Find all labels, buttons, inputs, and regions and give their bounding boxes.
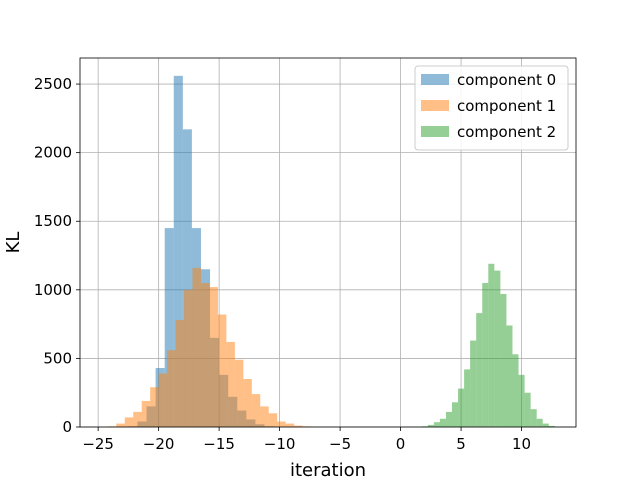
legend-label: component 0 <box>457 71 556 89</box>
histogram-bar <box>536 418 543 427</box>
histogram-bar <box>464 369 471 427</box>
histogram-bar <box>494 270 501 427</box>
histogram-bar <box>234 359 244 427</box>
histogram-bar <box>124 417 134 427</box>
legend-swatch <box>421 126 449 137</box>
histogram-bar <box>518 374 525 427</box>
legend-swatch <box>421 74 449 85</box>
x-axis-title: iteration <box>290 460 366 480</box>
y-tick-label: 500 <box>43 349 72 367</box>
histogram-bar <box>542 423 549 427</box>
histogram-bar <box>209 287 218 427</box>
histogram-bar <box>251 394 261 427</box>
y-tick-label: 2500 <box>34 75 72 93</box>
legend-box <box>414 65 569 151</box>
histogram-bar <box>439 418 446 427</box>
histogram-bar <box>141 400 151 427</box>
x-tick-label: −10 <box>264 435 296 453</box>
histogram-bar <box>167 350 176 427</box>
histogram-bar <box>512 354 519 427</box>
histogram-bar <box>150 387 159 427</box>
histogram-bar <box>158 373 168 427</box>
series-2-bars <box>421 263 555 427</box>
x-tick-label: −20 <box>143 435 175 453</box>
histogram-bar <box>184 289 193 427</box>
histogram-bar <box>452 402 459 427</box>
histogram-bar <box>433 422 440 427</box>
histogram-bar <box>226 341 235 427</box>
histogram-bar <box>476 313 483 427</box>
histogram-bar <box>506 325 513 427</box>
axis-ticks: −25 −20 −15 −10 −5 0 5 10 0 500 1000 1500 2000 2500 <box>34 75 531 453</box>
legend: component 0 component 1 component 2 <box>414 65 569 151</box>
histogram-bar <box>182 129 192 427</box>
histogram-bar <box>175 320 185 427</box>
x-tick-label: 10 <box>512 435 531 453</box>
histogram-bar <box>116 423 125 427</box>
x-tick-label: −25 <box>82 435 114 453</box>
series-1-bars <box>107 267 312 427</box>
y-tick-label: 1500 <box>34 212 72 230</box>
histogram-bar <box>200 282 210 427</box>
histogram-bar <box>217 314 227 427</box>
histogram-bar <box>243 378 252 427</box>
histogram-bar <box>524 392 531 427</box>
x-tick-label: 0 <box>396 435 406 453</box>
x-tick-label: 5 <box>456 435 466 453</box>
histogram-bar <box>470 340 477 427</box>
histogram-bar <box>294 425 303 427</box>
histogram-bar <box>427 424 434 427</box>
histogram-bar <box>285 423 295 427</box>
histogram-bars <box>107 75 555 428</box>
histogram-bar <box>445 411 452 427</box>
histogram-bar <box>260 406 269 427</box>
x-tick-label: −5 <box>329 435 351 453</box>
histogram-bar <box>133 411 142 427</box>
y-tick-label: 2000 <box>34 144 72 162</box>
legend-swatch <box>421 100 449 111</box>
histogram-bar <box>500 293 507 427</box>
legend-label: component 1 <box>457 97 556 115</box>
histogram-bar <box>173 75 183 428</box>
histogram-bar <box>458 388 465 427</box>
plot-frame <box>79 57 577 428</box>
x-tick-label: −15 <box>203 435 235 453</box>
histogram-bar <box>530 409 537 427</box>
histogram-bar <box>488 263 495 427</box>
y-tick-label: 1000 <box>34 281 72 299</box>
histogram-bar <box>192 267 201 427</box>
legend-label: component 2 <box>457 123 556 141</box>
histogram-bar <box>268 413 278 427</box>
histogram-bar <box>548 425 555 427</box>
y-axis-title: KL <box>3 232 24 254</box>
histogram-bar <box>277 421 286 427</box>
histogram-bar <box>482 282 489 427</box>
histogram-bar <box>164 228 174 427</box>
y-tick-label: 0 <box>62 418 72 436</box>
